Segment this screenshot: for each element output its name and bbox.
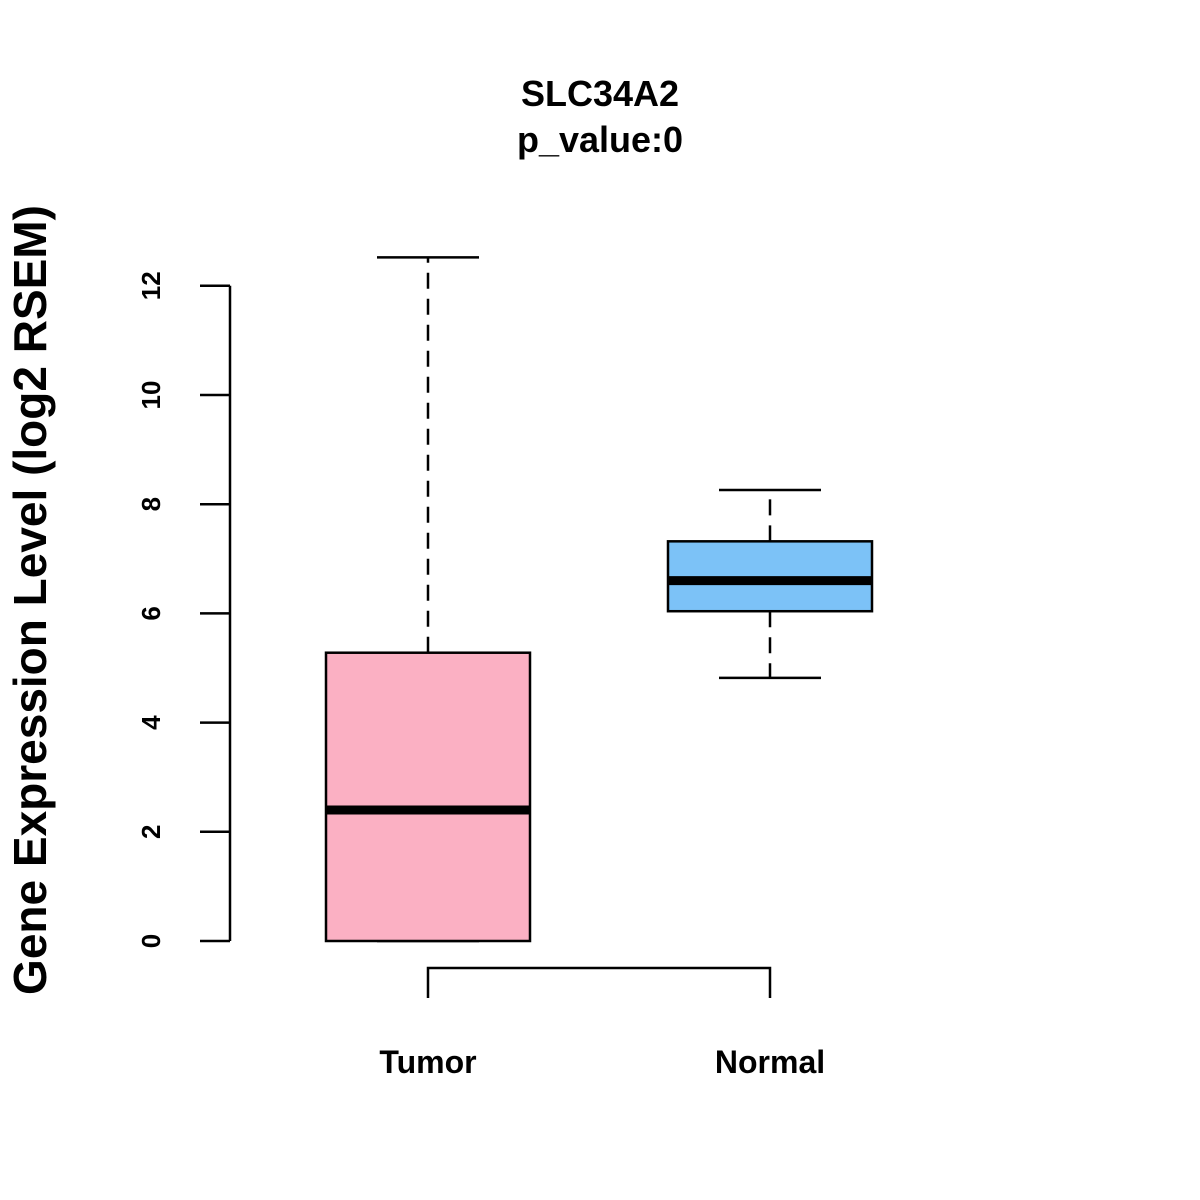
y-tick-label: 6 [136, 606, 166, 620]
category-label-normal: Normal [715, 1044, 825, 1080]
box-tumor [324, 256, 532, 943]
y-tick-label: 12 [136, 271, 166, 300]
y-tick-label: 2 [136, 825, 166, 839]
y-tick-label: 4 [136, 715, 166, 730]
y-tick-label: 10 [136, 381, 166, 410]
y-tick-label: 8 [136, 497, 166, 511]
y-axis-label: Gene Expression Level (log2 RSEM) [4, 205, 56, 995]
box-normal [666, 488, 874, 680]
bracket-line [426, 966, 772, 998]
boxes-group [324, 256, 874, 943]
y-axis: 0 2 4 6 8 10 12 [136, 271, 232, 948]
y-tick-label: 0 [136, 934, 166, 948]
chart-subtitle: p_value:0 [517, 119, 683, 160]
category-label-tumor: Tumor [379, 1044, 476, 1080]
box-iqr [324, 651, 532, 943]
category-labels: Tumor Normal [379, 1044, 825, 1080]
comparison-bracket [426, 966, 772, 998]
chart-title: SLC34A2 [521, 73, 679, 114]
